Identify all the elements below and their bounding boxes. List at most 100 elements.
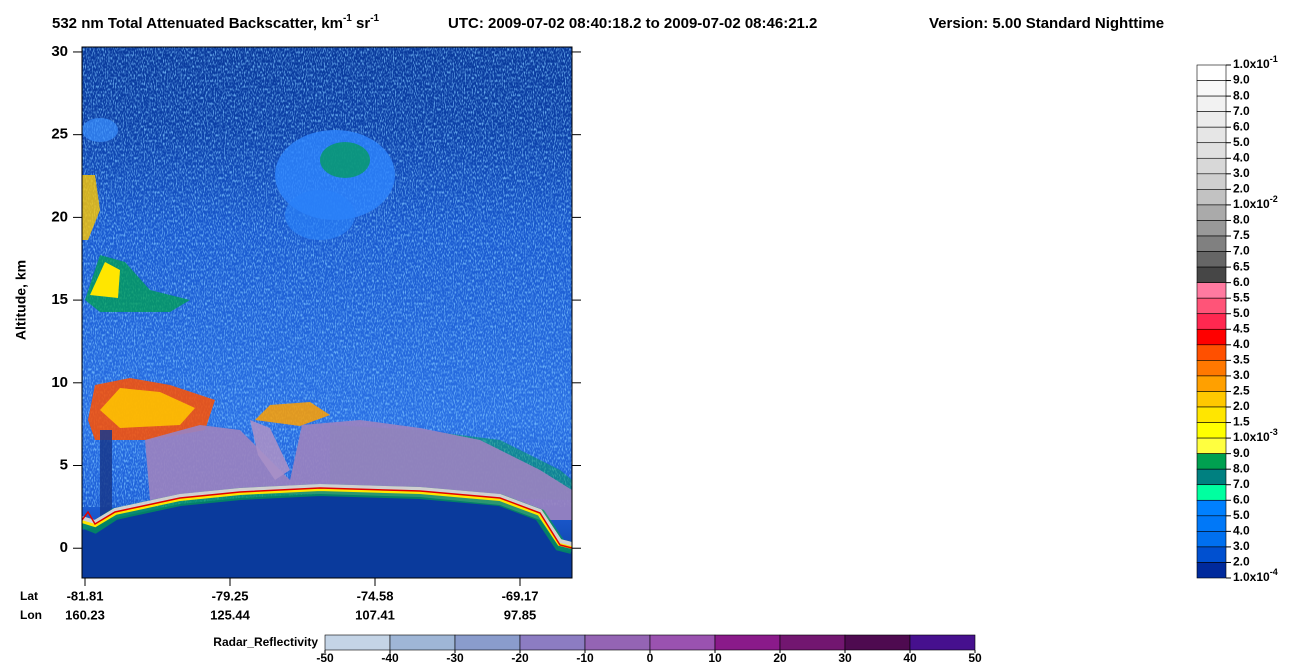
radar-colorbar-swatch (909, 634, 976, 651)
y-tick-label: 0 (60, 539, 68, 556)
colorbar-label-exponent: -2 (1270, 194, 1278, 204)
colorbar-label-base: 1.0x10 (1233, 197, 1270, 211)
colorbar-label: 2.0 (1233, 182, 1250, 196)
colorbar-label: 3.5 (1233, 353, 1250, 367)
colorbar-swatch (1196, 189, 1227, 206)
colorbar-swatch (1196, 297, 1227, 315)
colorbar-swatch (1196, 562, 1227, 579)
colorbar-label: 2.0 (1233, 555, 1250, 569)
colorbar-swatch (1196, 173, 1227, 190)
colorbar-label: 7.0 (1233, 477, 1250, 491)
radar-colorbar-tick-label: -10 (576, 651, 594, 665)
radar-colorbar-swatch (649, 634, 716, 651)
lon-row-label: Lon (20, 608, 42, 622)
radar-colorbar-tick-label: -20 (511, 651, 529, 665)
radar-colorbar-swatch (584, 634, 651, 651)
y-axis-label: Altitude, km (13, 260, 29, 340)
colorbar-swatch (1196, 360, 1227, 377)
colorbar-label: 8.0 (1233, 213, 1250, 227)
radar-colorbar-tick-label: 20 (773, 651, 787, 665)
radar-colorbar-tick-label: 30 (838, 651, 852, 665)
colorbar-swatch (1196, 391, 1227, 408)
title-superscript: -1 (343, 13, 352, 24)
colorbar-swatch (1196, 328, 1227, 346)
colorbar-swatch (1196, 142, 1227, 159)
radar-colorbar-swatch (519, 634, 586, 651)
colorbar-label: 7.5 (1233, 228, 1250, 242)
y-tick-label: 15 (51, 291, 68, 308)
colorbar-swatch (1196, 437, 1227, 454)
y-tick-label: 25 (51, 126, 68, 143)
radar-colorbar-label: Radar_Reflectivity (213, 635, 318, 649)
x-tick-lat: -81.81 (67, 588, 104, 603)
colorbar-label: 8.0 (1233, 88, 1250, 102)
colorbar-label: 3.0 (1233, 368, 1250, 382)
colorbar-swatch (1196, 126, 1227, 144)
colorbar-label: 5.5 (1233, 290, 1250, 304)
colorbar-label: 3.0 (1233, 166, 1250, 180)
colorbar-swatch (1196, 546, 1227, 563)
colorbar-label: 1.0x10-4 (1233, 567, 1278, 584)
colorbar-label: 1.0x10-3 (1233, 427, 1278, 444)
lat-row-label: Lat (20, 589, 38, 603)
colorbar-swatch (1196, 453, 1227, 470)
colorbar-swatch (1196, 157, 1227, 175)
colorbar-swatch (1196, 80, 1227, 97)
colorbar-swatch (1196, 251, 1227, 268)
colorbar-swatch (1196, 468, 1227, 486)
colorbar-swatch (1196, 64, 1227, 81)
y-tick-label: 20 (51, 208, 68, 225)
x-tick-lon: 97.85 (504, 607, 537, 622)
colorbar-label: 9.0 (1233, 446, 1250, 460)
colorbar-swatch (1196, 375, 1227, 392)
colorbar-swatch (1196, 531, 1227, 548)
colorbar-swatch (1196, 282, 1227, 299)
radar-colorbar-tick-label: -50 (316, 651, 334, 665)
colorbar-label: 8.0 (1233, 461, 1250, 475)
colorbar-swatch (1196, 406, 1227, 423)
backscatter-image (82, 47, 572, 578)
colorbar-label: 1.0x10-1 (1233, 54, 1278, 71)
colorbar-swatch (1196, 344, 1227, 361)
colorbar-label-exponent: -3 (1270, 427, 1278, 437)
x-tick-lat: -74.58 (357, 588, 394, 603)
radar-colorbar-tick-label: 0 (647, 651, 654, 665)
colorbar-swatch (1196, 515, 1227, 532)
title-part: 532 nm Total Attenuated Backscatter, km (52, 15, 343, 32)
x-tick-lon: 160.23 (65, 607, 105, 622)
radar-colorbar-tick-label: 50 (968, 651, 982, 665)
colorbar-swatch (1196, 95, 1227, 112)
colorbar-label: 4.0 (1233, 337, 1250, 351)
colorbar-label: 2.0 (1233, 399, 1250, 413)
colorbar-label-base: 1.0x10 (1233, 570, 1270, 584)
colorbar-label: 6.0 (1233, 492, 1250, 506)
x-tick-lon: 125.44 (210, 607, 251, 622)
x-tick-lon: 107.41 (355, 607, 395, 622)
radar-colorbar-swatch (324, 634, 391, 651)
colorbar-label: 2.5 (1233, 384, 1250, 398)
colorbar-label: 5.0 (1233, 508, 1250, 522)
colorbar-label: 7.0 (1233, 244, 1250, 258)
colorbar-swatch (1196, 111, 1227, 128)
colorbar-label: 4.0 (1233, 150, 1250, 164)
x-tick-lat: -79.25 (212, 588, 249, 603)
colorbar-swatch (1196, 235, 1227, 252)
radar-colorbar-tick-label: 40 (903, 651, 917, 665)
colorbar-label-base: 1.0x10 (1233, 57, 1270, 71)
y-tick-label: 30 (51, 43, 68, 60)
colorbar-label-exponent: -1 (1270, 54, 1278, 64)
title-superscript: -1 (370, 13, 379, 24)
radar-colorbar-swatch (389, 634, 456, 651)
colorbar-swatch (1196, 266, 1227, 283)
colorbar-label: 3.0 (1233, 539, 1250, 553)
colorbar-swatch (1196, 204, 1227, 221)
colorbar-label: 6.5 (1233, 259, 1250, 273)
chart-title: 532 nm Total Attenuated Backscatter, km-… (52, 13, 380, 32)
colorbar-swatch (1196, 422, 1227, 439)
colorbar-label: 4.0 (1233, 524, 1250, 538)
radar-colorbar-swatch (454, 634, 521, 651)
title-part: sr (352, 15, 371, 32)
radar-colorbar-tick-label: -40 (381, 651, 399, 665)
colorbar-label: 6.0 (1233, 119, 1250, 133)
version: Version: 5.00 Standard Nighttime (929, 15, 1164, 32)
